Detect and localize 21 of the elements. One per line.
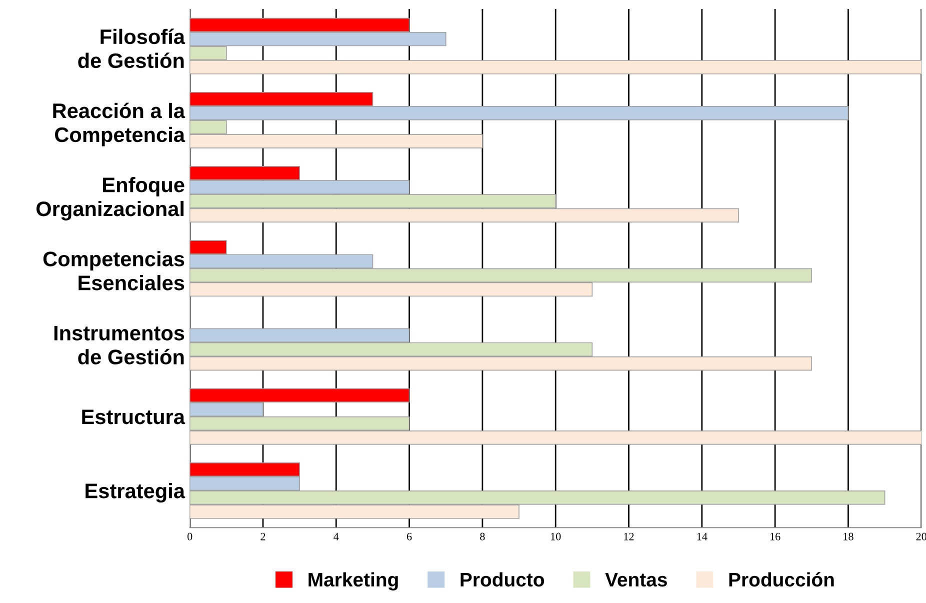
x-tick-label: 18 (844, 532, 854, 540)
x-tick-label: 12 (624, 532, 634, 540)
x-tick-label: 10 (551, 532, 561, 540)
y-tick-label: Enfoque Organizacional (36, 176, 184, 220)
legend-label: Ventas (605, 573, 667, 587)
y-tick-label: Estructura (82, 410, 186, 424)
x-tick-label: 0 (187, 532, 192, 540)
y-tick-label: Estrategia (86, 483, 186, 503)
x-tick-label: 6 (406, 532, 412, 540)
x-tick-label: 16 (770, 532, 780, 540)
legend-label: Producto (460, 572, 544, 587)
x-tick-label: 4 (334, 532, 339, 540)
y-tick-label: Reacción a la Competencia (53, 102, 186, 146)
legend-label: Marketing (308, 572, 398, 591)
y-tick-label: Filosofía de Gestión (78, 28, 186, 68)
y-tick-label: Instrumentos de Gestión (54, 326, 184, 364)
x-tick-label: 2 (260, 532, 266, 540)
y-tick-label: Competencias Esenciales (43, 251, 184, 290)
legend-label: Producción (729, 572, 834, 587)
x-tick-label: 8 (480, 532, 485, 540)
x-tick-label: 14 (697, 532, 708, 540)
